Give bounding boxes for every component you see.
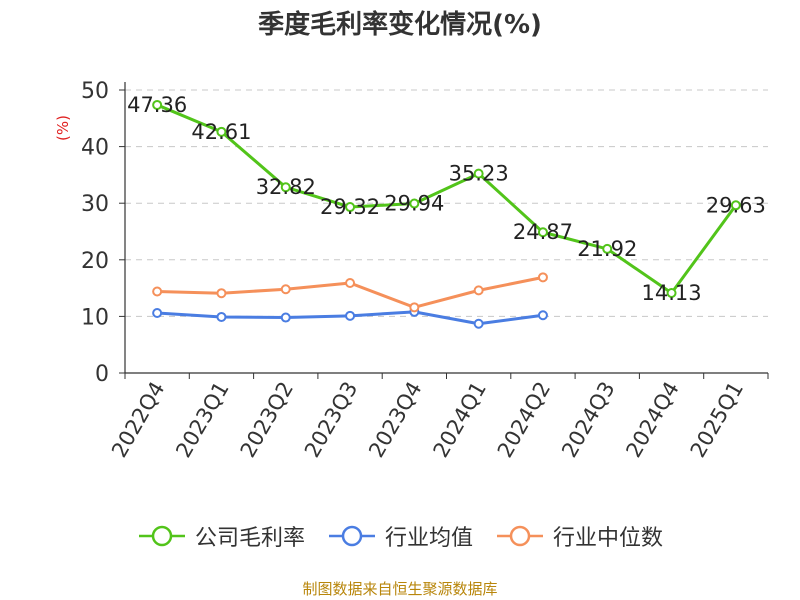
data-label: 14.13 [641, 281, 701, 305]
source-note: 制图数据来自恒生聚源数据库 [302, 580, 498, 598]
data-label: 29.63 [706, 193, 766, 217]
data-point [152, 99, 163, 110]
y-axis-label: (%) [54, 115, 72, 141]
x-tick-label: 2023Q1 [171, 378, 233, 462]
chart-legend: 公司毛利率 行业均值 行业中位数 [0, 520, 800, 552]
x-tick-label: 2025Q1 [686, 378, 748, 462]
legend-marker-icon [497, 525, 543, 547]
y-tick-label: 40 [81, 136, 109, 161]
data-point [473, 168, 484, 179]
data-point [280, 312, 291, 323]
x-tick-label: 2024Q3 [557, 378, 619, 462]
x-tick-label: 2024Q2 [493, 378, 555, 462]
data-label: 32.82 [256, 175, 316, 199]
legend-item[interactable]: 行业均值 [327, 520, 473, 552]
x-tick-label: 2022Q4 [107, 378, 169, 462]
data-label: 35.23 [449, 162, 509, 186]
legend-item[interactable]: 公司毛利率 [137, 520, 305, 552]
data-point [409, 302, 420, 313]
data-label: 24.87 [513, 220, 573, 244]
legend-label: 行业均值 [384, 526, 473, 551]
data-label: 47.36 [127, 93, 187, 117]
data-point [473, 318, 484, 329]
data-point [537, 227, 548, 238]
legend-label: 公司毛利率 [194, 526, 305, 551]
legend-label: 行业中位数 [553, 526, 664, 551]
data-point [345, 278, 356, 289]
data-point [473, 285, 484, 296]
data-point [280, 182, 291, 193]
data-point [537, 272, 548, 283]
data-point [409, 198, 420, 209]
data-label: 42.61 [191, 120, 251, 144]
x-tick-label: 2024Q1 [429, 378, 491, 462]
data-point [152, 286, 163, 297]
x-tick-label: 2023Q3 [300, 378, 362, 462]
data-point [537, 310, 548, 321]
data-point [730, 200, 741, 211]
data-point [666, 288, 677, 299]
y-tick-label: 0 [95, 362, 109, 387]
data-label: 29.32 [320, 195, 380, 219]
y-tick-label: 50 [81, 79, 109, 104]
data-point [216, 311, 227, 322]
data-point [345, 202, 356, 213]
series-line-1 [156, 103, 738, 295]
data-label: 29.94 [384, 192, 444, 216]
data-point [216, 126, 227, 137]
x-tick-label: 2023Q4 [364, 378, 426, 462]
x-tick-label: 2024Q4 [621, 378, 683, 462]
data-point [602, 243, 613, 254]
data-label: 21.92 [577, 237, 637, 261]
y-tick-label: 30 [81, 192, 109, 217]
legend-item[interactable]: 行业中位数 [495, 520, 663, 552]
y-tick-label: 10 [81, 305, 109, 330]
y-tick-label: 20 [81, 249, 109, 274]
legend-marker-icon [328, 525, 375, 547]
chart-title: 季度毛利率变化情况(%) [258, 10, 542, 40]
x-tick-label: 2023Q2 [236, 378, 298, 462]
data-point [152, 308, 163, 319]
data-point [345, 310, 356, 321]
data-point [216, 288, 227, 299]
legend-marker-icon [138, 525, 185, 547]
data-point [280, 284, 291, 295]
